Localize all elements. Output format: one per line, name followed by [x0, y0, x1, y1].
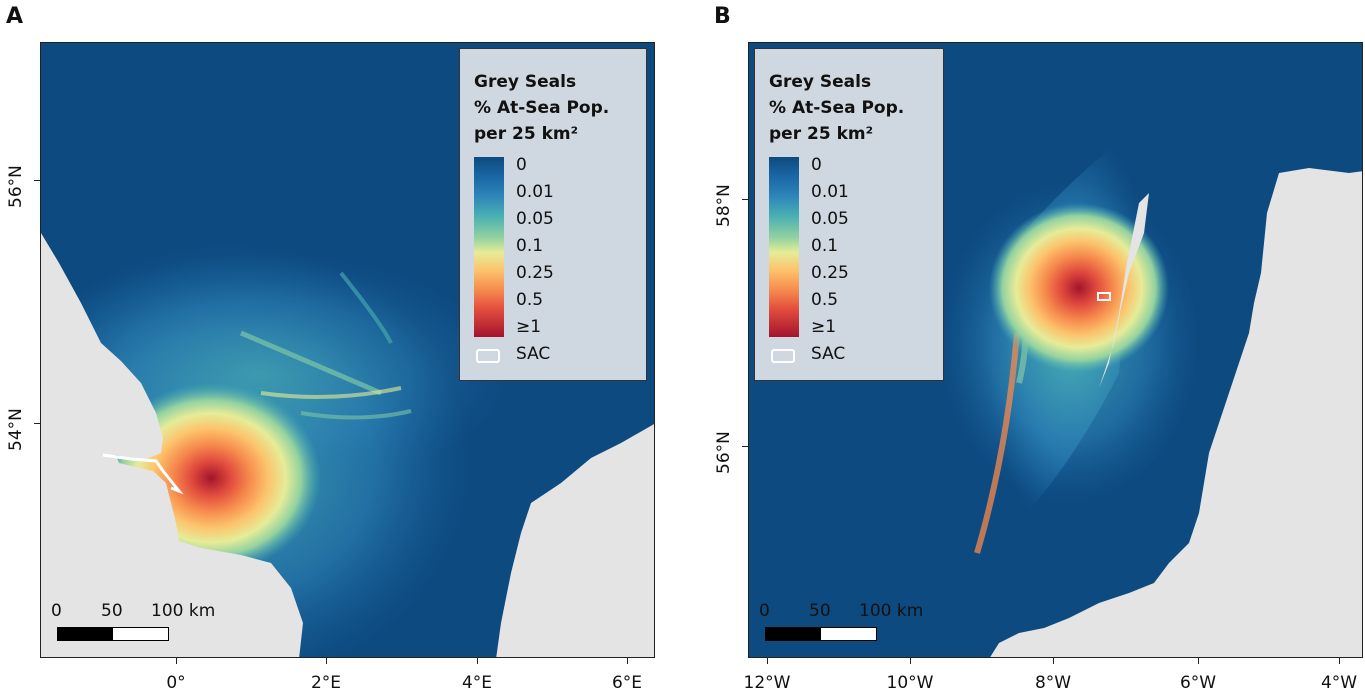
land-b-hebrides — [1099, 193, 1149, 388]
xtick-mark — [910, 658, 911, 664]
legend-a: Grey Seals % At-Sea Pop. per 25 km² 0 0.… — [459, 48, 647, 381]
legend-level: 0.01 — [516, 182, 554, 202]
xtick-a: 0° — [166, 673, 186, 693]
ytick-b: 56°N — [714, 431, 734, 474]
legend-sac-swatch — [771, 349, 795, 363]
legend-level: 0.25 — [516, 263, 554, 283]
ytick-mark — [742, 446, 748, 447]
ytick-mark — [34, 180, 40, 181]
legend-sac-label: SAC — [516, 344, 551, 364]
legend-level: 0 — [811, 155, 822, 175]
legend-sac-swatch — [476, 349, 500, 363]
xtick-b: 12°W — [743, 673, 791, 693]
legend-a-title: Grey Seals % At-Sea Pop. per 25 km² — [474, 69, 609, 147]
xtick-a: 6°E — [611, 673, 643, 693]
legend-title-line: Grey Seals — [474, 72, 577, 92]
ytick-mark — [34, 423, 40, 424]
legend-level: 0.05 — [811, 209, 849, 229]
legend-b: Grey Seals % At-Sea Pop. per 25 km² 0 0.… — [754, 48, 944, 381]
sac-outline-b — [1097, 292, 1111, 301]
xtick-b: 8°W — [1034, 673, 1072, 693]
xtick-b: 6°W — [1179, 673, 1217, 693]
xtick-b: 4°W — [1320, 673, 1358, 693]
legend-level: 0.01 — [811, 182, 849, 202]
scale-b-bar — [765, 627, 877, 641]
legend-level: 0 — [516, 155, 527, 175]
legend-level: 0.1 — [811, 236, 839, 256]
legend-b-colorbar — [769, 157, 799, 337]
legend-a-colorbar — [474, 157, 504, 337]
panel-letter-b: B — [714, 4, 731, 29]
ytick-mark — [742, 199, 748, 200]
hotspot-b — [989, 203, 1169, 373]
land-a-england — [41, 233, 303, 657]
legend-level: 0.5 — [516, 290, 544, 310]
xtick-a: 4°E — [461, 673, 493, 693]
legend-title-line: per 25 km² — [474, 124, 579, 144]
xtick-mark — [326, 658, 327, 664]
xtick-a: 2°E — [310, 673, 342, 693]
legend-level: ≥1 — [811, 317, 837, 337]
scale-a-label: 100 km — [151, 601, 216, 621]
scale-a-label: 0 — [51, 601, 62, 621]
scale-a-label: 50 — [101, 601, 123, 621]
xtick-mark — [176, 658, 177, 664]
xtick-mark — [477, 658, 478, 664]
xtick-mark — [767, 658, 768, 664]
legend-level: ≥1 — [516, 317, 542, 337]
ytick-b: 58°N — [714, 184, 734, 227]
legend-title-line: per 25 km² — [769, 124, 874, 144]
map-b: Grey Seals % At-Sea Pop. per 25 km² 0 0.… — [748, 42, 1363, 658]
scale-a-bar — [57, 627, 169, 641]
legend-title-line: Grey Seals — [769, 72, 872, 92]
xtick-b: 10°W — [886, 673, 934, 693]
land-a-continent — [496, 424, 654, 657]
land-b-scotland — [990, 168, 1362, 657]
sac-outline-a — [102, 453, 184, 495]
scale-b-label: 50 — [809, 601, 831, 621]
scale-b-label: 0 — [759, 601, 770, 621]
legend-b-title: Grey Seals % At-Sea Pop. per 25 km² — [769, 69, 904, 147]
ytick-a: 54°N — [6, 408, 26, 451]
legend-sac-label: SAC — [811, 344, 846, 364]
xtick-mark — [1053, 658, 1054, 664]
scale-b-label: 100 km — [859, 601, 924, 621]
legend-level: 0.25 — [811, 263, 849, 283]
panel-letter-a: A — [6, 4, 24, 29]
xtick-mark — [1198, 658, 1199, 664]
xtick-mark — [1339, 658, 1340, 664]
legend-level: 0.5 — [811, 290, 839, 310]
legend-title-line: % At-Sea Pop. — [474, 98, 610, 118]
legend-level: 0.05 — [516, 209, 554, 229]
legend-level: 0.1 — [516, 236, 544, 256]
xtick-mark — [627, 658, 628, 664]
map-a: Grey Seals % At-Sea Pop. per 25 km² 0 0.… — [40, 42, 655, 658]
ytick-a: 56°N — [6, 165, 26, 208]
legend-title-line: % At-Sea Pop. — [769, 98, 905, 118]
